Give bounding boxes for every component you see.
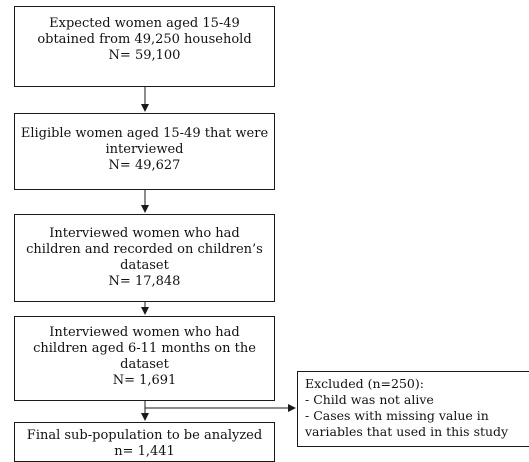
box-text-line: Eligible women aged 15-49 that were <box>20 126 269 141</box>
box-text-line: Interviewed women who had <box>49 325 240 340</box>
box-count: n= 1,441 <box>114 444 175 459</box>
excluded-reason: variables that used in this study <box>305 424 509 439</box>
excluded-reason: - Cases with missing value in <box>305 408 489 423</box>
box-text-line: Expected women aged 15-49 <box>49 16 240 31</box>
box-count: N= 17,848 <box>108 274 181 289</box>
box-text-line: Interviewed women who had <box>49 226 240 241</box>
box-text-line: dataset <box>120 258 169 273</box>
box-text-line: children and recorded on children’s <box>26 242 263 257</box>
box-text-line: children aged 6-11 months on the <box>33 341 256 356</box>
expected-women-box: Expected women aged 15-49 obtained from … <box>14 6 275 87</box>
excluded-box: Excluded (n=250): - Child was not alive … <box>297 371 529 447</box>
excluded-reason: - Child was not alive <box>305 392 434 407</box>
women-with-children-box: Interviewed women who had children and r… <box>14 214 275 302</box>
final-subpopulation-box: Final sub-population to be analyzed n= 1… <box>14 422 275 462</box>
children-6-11-months-box: Interviewed women who had children aged … <box>14 316 275 401</box>
excluded-title: Excluded (n=250): <box>305 376 424 391</box>
box-count: N= 49,627 <box>108 158 181 173</box>
box-text-line: obtained from 49,250 household <box>37 32 252 47</box>
eligible-interviewed-box: Eligible women aged 15-49 that were inte… <box>14 113 275 190</box>
box-text-line: dataset <box>120 357 169 372</box>
box-count: N= 59,100 <box>108 48 181 63</box>
box-text-line: Final sub-population to be analyzed <box>26 428 263 443</box>
box-text-line: interviewed <box>105 142 184 157</box>
box-count: N= 1,691 <box>112 373 177 388</box>
